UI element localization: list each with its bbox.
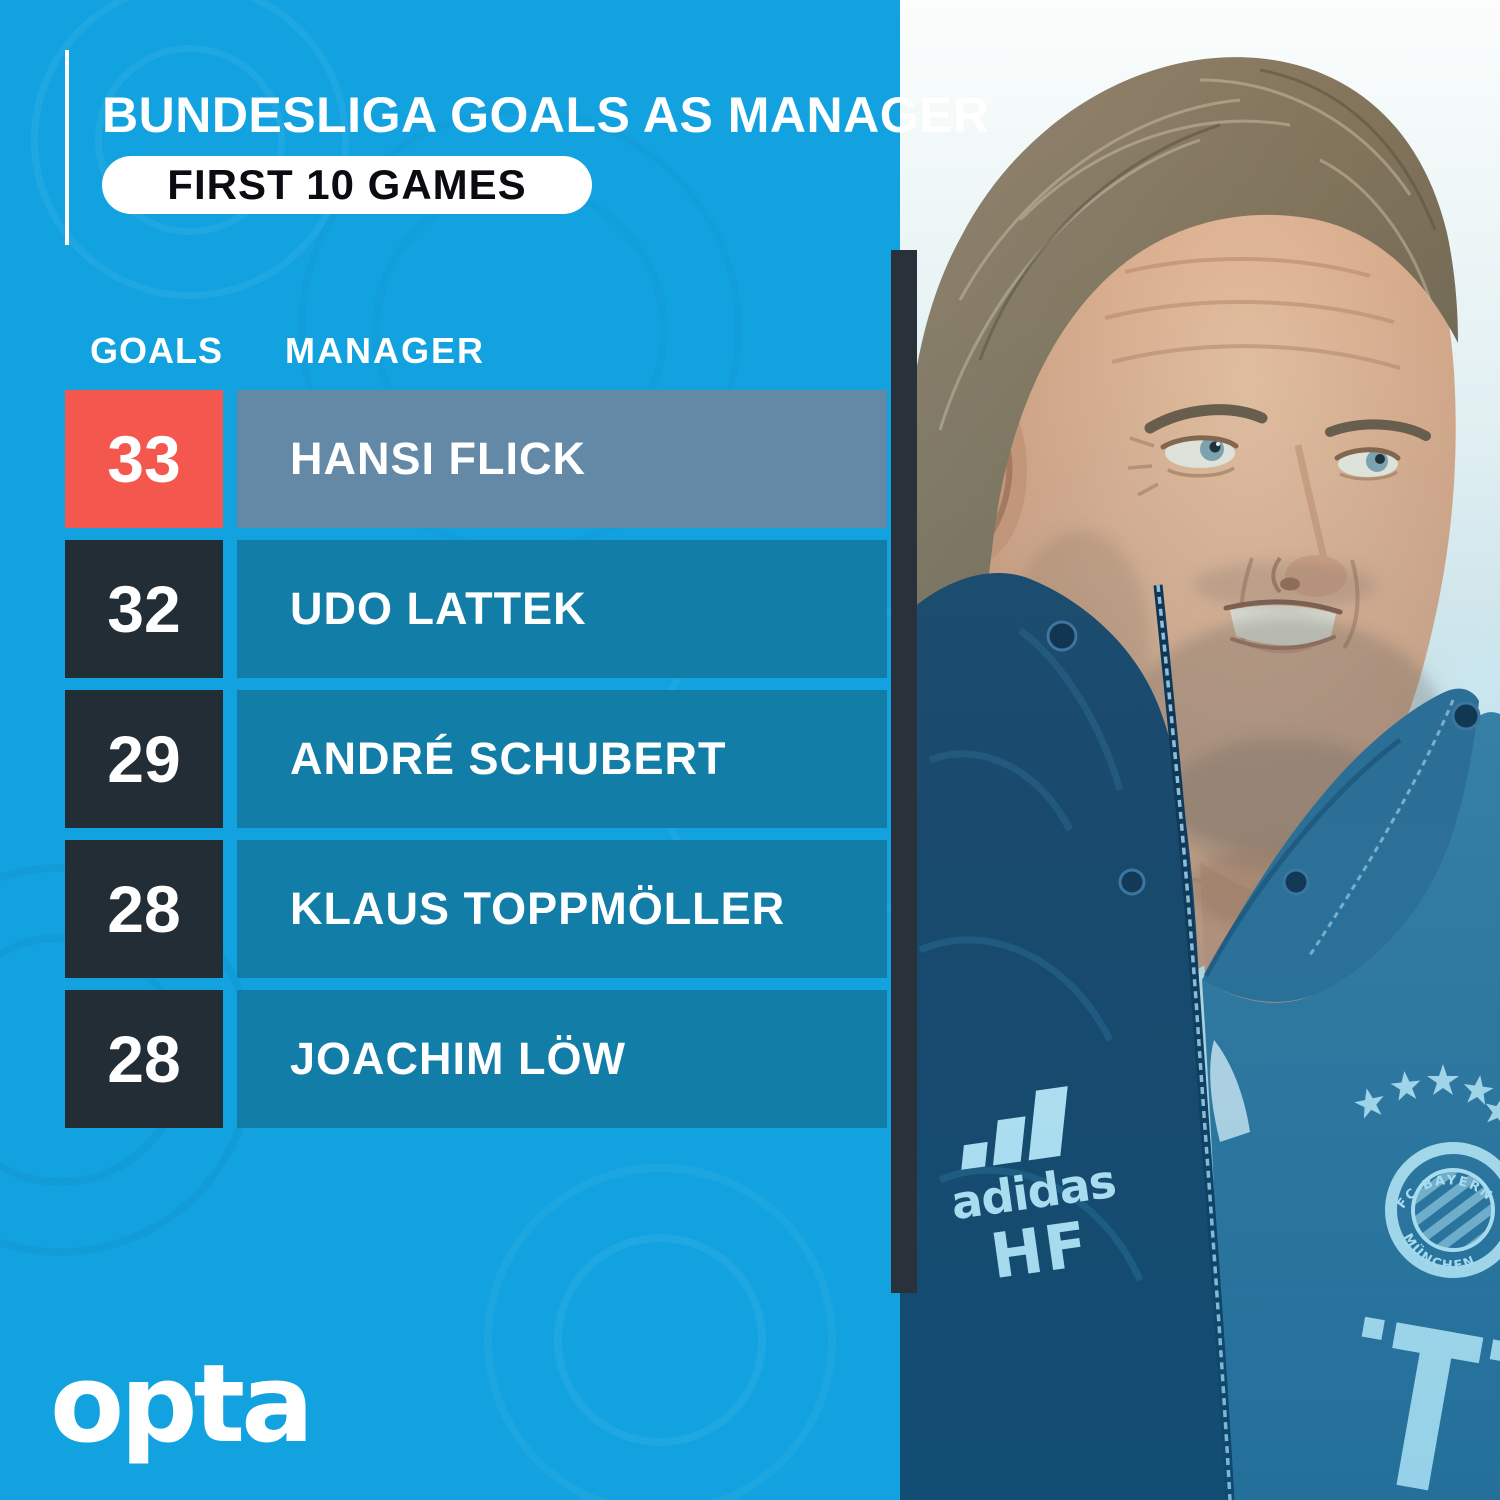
goals-value: 29 <box>65 690 223 828</box>
manager-name: KLAUS TOPPMÖLLER <box>237 840 887 978</box>
subtitle-text: FIRST 10 GAMES <box>167 161 527 208</box>
goals-column-header: GOALS <box>90 330 224 371</box>
goals-value: 33 <box>65 390 223 528</box>
table-row: 32 UDO LATTEK <box>0 540 900 678</box>
divider-bar <box>891 250 917 1293</box>
table-row: 28 JOACHIM LÖW <box>0 990 900 1128</box>
goals-value: 28 <box>65 840 223 978</box>
manager-column-header: MANAGER <box>285 330 485 371</box>
manager-photo: adidas HF FC BAYERN MÜNCHEN <box>900 0 1500 1500</box>
manager-name: UDO LATTEK <box>237 540 887 678</box>
subtitle-pill: FIRST 10 GAMES <box>102 156 592 214</box>
goals-value: 28 <box>65 990 223 1128</box>
table-row: 29 ANDRÉ SCHUBERT <box>0 690 900 828</box>
rankings-table: 33 HANSI FLICK 32 UDO LATTEK 29 ANDRÉ SC… <box>0 390 900 1140</box>
table-row: 28 KLAUS TOPPMÖLLER <box>0 840 900 978</box>
title-accent-line <box>65 50 69 245</box>
table-row: 33 HANSI FLICK <box>0 390 900 528</box>
opta-logo: opta <box>50 1342 314 1467</box>
page-title: BUNDESLIGA GOALS AS MANAGER <box>102 87 990 143</box>
photo-tint <box>900 0 1500 1500</box>
manager-name: HANSI FLICK <box>237 390 887 528</box>
manager-name: JOACHIM LÖW <box>237 990 887 1128</box>
goals-value: 32 <box>65 540 223 678</box>
manager-name: ANDRÉ SCHUBERT <box>237 690 887 828</box>
